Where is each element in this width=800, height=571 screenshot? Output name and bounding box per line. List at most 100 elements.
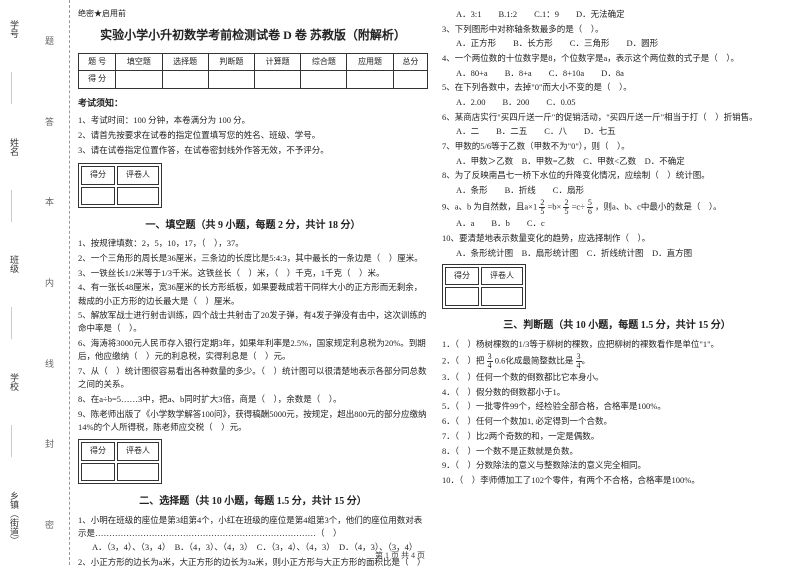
score-header: 计算题 [254,53,300,70]
seal-mark: 内 [45,276,54,289]
grader-box: 得分评卷人 [442,264,526,309]
question: 10、要清楚地表示数量变化的趋势，应选择制作（ ）。 [442,232,792,245]
q9-text: =b× [547,201,561,211]
grader-blank[interactable] [481,287,523,305]
question: 5、解放军战士进行射击训练，四个战士共射击了20发子弹，有4发子弹没有击中，这次… [78,309,428,335]
question: 7、从（ ）统计图很容易看出各种数量的多少。（ ）统计图可以很清楚地表示各部分同… [78,365,428,391]
notice-item: 1、考试时间：100 分钟，本卷满分为 100 分。 [78,114,428,127]
question: 8．（ ）一个数不是正数就是负数。 [442,445,792,458]
score-cell[interactable] [208,71,254,88]
score-header: 总分 [393,53,427,70]
sidebar-underline: ________ [10,307,19,339]
grader-score: 得分 [81,442,115,460]
exam-title: 实验小学小升初数学考前检测试卷 D 卷 苏教版（附解析） [78,26,428,45]
grader-name: 评卷人 [117,442,159,460]
sidebar-label-class: 班级 [8,255,21,273]
sidebar-label-id: 学号 [8,20,21,38]
right-column: A．3:1 B.1:2 C.1：9 D．无法确定 3、下列图形中对称轴条数最多的… [442,8,792,571]
score-header: 应用题 [347,53,393,70]
options: A．二 B．二五 C．八 D．七五 [456,125,792,138]
question: 3、下列图形中对称轴条数最多的是（ ）。 [442,23,792,36]
sidebar-label-town: 乡镇（街道） [8,491,21,545]
grader-blank[interactable] [81,463,115,481]
question: 6、某商店实行"买四斤送一斤"的促销活动，"买四斤送一斤"相当于打（ ）折销售。 [442,111,792,124]
question: 7．（ ）比2两个奇数的和，一定是偶数。 [442,430,792,443]
sidebar-label-name: 姓名 [8,138,21,156]
section2-title: 二、选择题（共 10 小题，每题 1.5 分，共计 15 分） [78,494,428,510]
score-table: 题 号 填空题 选择题 判断题 计算题 综合题 应用题 总分 得 分 [78,53,428,89]
score-header: 题 号 [79,53,116,70]
score-header: 判断题 [208,53,254,70]
score-cell[interactable] [116,71,162,88]
fraction: 25 [563,199,569,216]
sidebar-underline: ________ [10,190,19,222]
question: 3．（ ）任何一个数的倒数都比它本身小。 [442,371,792,384]
options: A．80+a B．8+a C．8+10a D．8a [456,67,792,80]
options: A．3:1 B.1:2 C.1：9 D．无法确定 [456,8,792,21]
question: 1、小明在班级的座位是第3组第4个，小红在班级的座位是第4组第3个，他们的座位用… [78,514,428,540]
question: 9、a、b 为自然数，且a×1 25 =b× 25 =c÷ 56 ，则a、b、c… [442,199,792,216]
left-column: 绝密★启用前 实验小学小升初数学考前检测试卷 D 卷 苏教版（附解析） 题 号 … [78,8,428,571]
seal-mark: 本 [45,195,54,208]
question: 6、海涛将3000元人民币存入银行定期3年，如果年利率是2.5%，国家规定利息税… [78,337,428,363]
table-row: 题 号 填空题 选择题 判断题 计算题 综合题 应用题 总分 [79,53,428,70]
q-text: 0.6化成最简整数比是 [495,355,574,365]
score-header: 综合题 [301,53,347,70]
question: 7、甲数的5/6等于乙数（甲数不为"0"），则（ ）。 [442,140,792,153]
seal-mark: 封 [45,437,54,450]
seal-mark: 题 [45,34,54,47]
score-cell: 得 分 [79,71,116,88]
grader-score: 得分 [445,267,479,285]
options: A．条形 B．折线 C．扇形 [456,184,792,197]
seal-mark: 答 [45,115,54,128]
question: 2．（ ）把 34 0.6化成最简整数比是 34。 [442,353,792,370]
grader-blank[interactable] [117,463,159,481]
options: A．甲数＞乙数 B．甲数=乙数 C．甲数<乙数 D．不确定 [456,155,792,168]
q9-text: ，则a、b、c中最小的数是（ ）。 [595,201,722,211]
score-cell[interactable] [347,71,393,88]
options: A．条形统计图 B．扇形统计图 C．折线统计图 D．直方图 [456,247,792,260]
grader-name: 评卷人 [117,166,159,184]
question: 1．（ ）杨树棵数的1/3等于柳树的棵数，应把柳树的裸数看作是单位"1"。 [442,338,792,351]
question: 1、按规律填数：2，5，10，17，（ ），37。 [78,237,428,250]
score-cell[interactable] [393,71,427,88]
question: 8、为了反映南昌七一桥下水位的升降变化情况，应绘制（ ）统计图。 [442,169,792,182]
score-header: 填空题 [116,53,162,70]
grader-name: 评卷人 [481,267,523,285]
grader-box: 得分评卷人 [78,163,162,208]
question: 9、陈老师出版了《小学数学解答100问》，获得稿酬5000元，按规定，超出800… [78,408,428,434]
q9-text: 9、a、b 为自然数，且a×1 [442,201,537,211]
score-cell[interactable] [301,71,347,88]
seal-mark: 密 [45,518,54,531]
seal-mark: 线 [45,357,54,370]
question: 9．（ ）分数除法的意义与整数除法的意义完全相同。 [442,459,792,472]
question: 5．（ ）一批零件99个，经检验全部合格，合格率是100%。 [442,400,792,413]
grader-blank[interactable] [117,187,159,205]
fraction: 34 [487,353,493,370]
grader-blank[interactable] [81,187,115,205]
score-cell[interactable] [254,71,300,88]
question: 6．（ ）任何一个数加1, 必定得到一个合数。 [442,415,792,428]
notice-item: 3、请在试卷指定位置作答，在试卷密封线外作答无效，不予评分。 [78,144,428,157]
score-cell[interactable] [162,71,208,88]
notice-head: 考试须知： [78,97,428,111]
q-text: 2．（ ）把 [442,355,485,365]
score-header: 选择题 [162,53,208,70]
sidebar-underline: ________ [10,72,19,104]
grader-blank[interactable] [445,287,479,305]
question: 4．（ ）假分数的倒数都小于1。 [442,386,792,399]
table-row: 得 分 [79,71,428,88]
options: A．2.00 B．200 C．0.05 [456,96,792,109]
question: 2、一个三角形的周长是36厘米，三条边的长度比是5:4:3，其中最长的一条边是（… [78,252,428,265]
question: 3、一铁丝长1/2米等于1/3千米。这铁丝长（ ）米，（ ）千克，1千克（ ）米… [78,267,428,280]
question: 4、有一张长48厘米，宽36厘米的长方形纸板，如果要裁成若干同样大小的正方形而无… [78,281,428,307]
fraction: 25 [539,199,545,216]
section3-title: 三、判断题（共 10 小题，每题 1.5 分，共计 15 分） [442,318,792,334]
fraction: 56 [587,199,593,216]
notice-item: 2、请首先按要求在试卷的指定位置填写您的姓名、班级、学号。 [78,129,428,142]
question: 5、在下列各数中，去掉"0"而大小不变的是（ ）。 [442,81,792,94]
page-number: 第 1 页 共 4 页 [375,550,425,561]
options: A．a B．b C．c [456,217,792,230]
question: 10．（ ）李师傅加工了102个零件，有两个不合格，合格率是100%。 [442,474,792,487]
grader-box: 得分评卷人 [78,439,162,484]
